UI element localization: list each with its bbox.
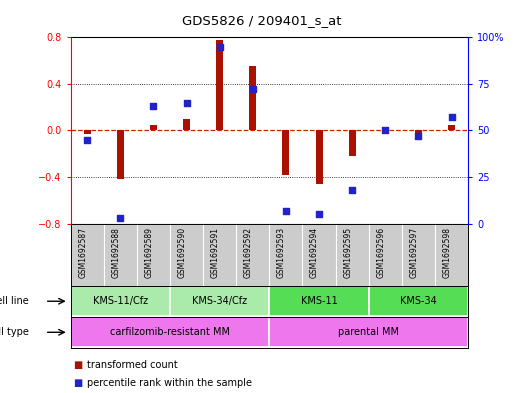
Text: GSM1692591: GSM1692591 — [211, 227, 220, 278]
Point — [282, 208, 290, 214]
Bar — [249, 66, 256, 130]
Bar — [349, 130, 356, 156]
Bar — [170, 286, 269, 316]
Text: GSM1692597: GSM1692597 — [410, 227, 418, 278]
Point — [348, 187, 356, 193]
Text: GSM1692588: GSM1692588 — [111, 227, 120, 277]
Point — [315, 211, 323, 217]
Bar — [71, 318, 269, 347]
Point — [447, 114, 456, 121]
Text: transformed count: transformed count — [87, 360, 178, 370]
Bar — [150, 125, 157, 130]
Text: GSM1692590: GSM1692590 — [177, 227, 187, 278]
Text: KMS-34/Cfz: KMS-34/Cfz — [192, 296, 247, 306]
Text: ■: ■ — [73, 360, 83, 370]
Bar — [448, 125, 455, 130]
Text: KMS-34: KMS-34 — [400, 296, 437, 306]
Text: parental MM: parental MM — [338, 327, 399, 337]
Text: GDS5826 / 209401_s_at: GDS5826 / 209401_s_at — [182, 14, 341, 27]
Text: KMS-11: KMS-11 — [301, 296, 337, 306]
Text: GSM1692596: GSM1692596 — [376, 227, 385, 278]
Bar — [269, 286, 369, 316]
Point — [83, 137, 92, 143]
Text: GSM1692589: GSM1692589 — [144, 227, 153, 278]
Bar — [282, 130, 289, 175]
Bar — [382, 130, 389, 133]
Text: GSM1692593: GSM1692593 — [277, 227, 286, 278]
Text: KMS-11/Cfz: KMS-11/Cfz — [93, 296, 148, 306]
Bar — [71, 286, 170, 316]
Text: percentile rank within the sample: percentile rank within the sample — [87, 378, 252, 389]
Bar — [315, 130, 323, 184]
Point — [248, 86, 257, 93]
Point — [215, 44, 224, 50]
Bar — [117, 130, 124, 179]
Point — [183, 99, 191, 106]
Bar — [269, 318, 468, 347]
Text: ■: ■ — [73, 378, 83, 389]
Text: carfilzomib-resistant MM: carfilzomib-resistant MM — [110, 327, 230, 337]
Bar — [415, 130, 422, 133]
Bar — [216, 40, 223, 130]
Bar — [369, 286, 468, 316]
Point — [149, 103, 157, 109]
Text: cell type: cell type — [0, 327, 29, 337]
Text: cell line: cell line — [0, 296, 29, 306]
Point — [381, 127, 390, 134]
Text: GSM1692598: GSM1692598 — [442, 227, 451, 278]
Text: GSM1692594: GSM1692594 — [310, 227, 319, 278]
Text: GSM1692587: GSM1692587 — [78, 227, 87, 278]
Text: GSM1692592: GSM1692592 — [244, 227, 253, 278]
Point — [414, 133, 423, 139]
Point — [116, 215, 124, 221]
Text: GSM1692595: GSM1692595 — [343, 227, 352, 278]
Bar — [183, 119, 190, 130]
Bar — [84, 130, 90, 134]
